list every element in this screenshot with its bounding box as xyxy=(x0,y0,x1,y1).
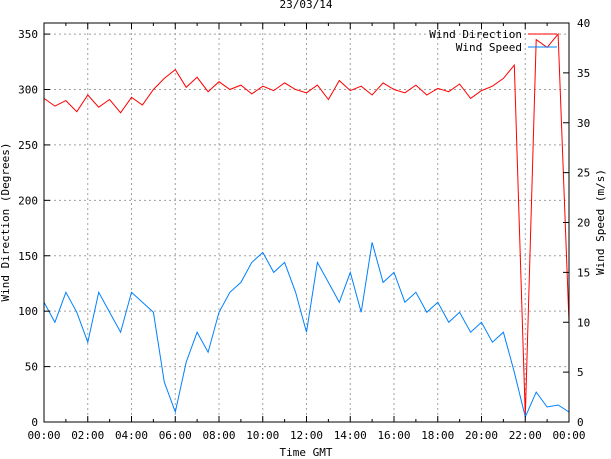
y2-tick-label: 5 xyxy=(577,366,584,379)
y2-tick-label: 35 xyxy=(577,67,590,80)
y2-tick-label: 15 xyxy=(577,266,590,279)
x-tick-label: 04:00 xyxy=(115,429,148,442)
grid xyxy=(44,23,569,422)
x-axis-label: Time GMT xyxy=(280,446,333,459)
x-tick-label: 20:00 xyxy=(465,429,498,442)
y2-tick-label: 40 xyxy=(577,17,590,30)
y-tick-label: 250 xyxy=(18,139,38,152)
ticks: 00:00 02:00 04:00 06:00 08:00 10:00 12:00 14:00… xyxy=(18,17,590,442)
wind-speed-line xyxy=(43,242,570,419)
y-tick-label: 300 xyxy=(18,84,38,97)
x-tick-label: 12:00 xyxy=(290,429,323,442)
x-tick-label: 16:00 xyxy=(377,429,410,442)
legend-label-speed: Wind Speed xyxy=(456,41,522,54)
y-tick-label: 0 xyxy=(31,416,38,429)
y2-tick-label: 20 xyxy=(577,217,590,230)
x-tick-label: 18:00 xyxy=(421,429,454,442)
x-tick-label: 08:00 xyxy=(202,429,235,442)
chart-title: 23/03/14 xyxy=(280,0,333,11)
y-axis-label: Wind Direction (Degrees) xyxy=(0,143,12,302)
x-tick-label: 06:00 xyxy=(159,429,192,442)
y2-axis-label: Wind Speed (m/s) xyxy=(594,169,607,275)
x-tick-label: 10:00 xyxy=(246,429,279,442)
y2-tick-label: 0 xyxy=(577,416,584,429)
x-tick-label: 00:00 xyxy=(552,429,585,442)
x-tick-label: 00:00 xyxy=(27,429,60,442)
plot-frame xyxy=(43,22,570,423)
legend: Wind Direction Wind Speed xyxy=(429,28,557,54)
x-tick-label: 14:00 xyxy=(334,429,367,442)
x-tick-label: 22:00 xyxy=(509,429,542,442)
y2-tick-label: 10 xyxy=(577,316,590,329)
y-tick-label: 50 xyxy=(25,361,38,374)
x-tick-label: 02:00 xyxy=(71,429,104,442)
y2-tick-label: 25 xyxy=(577,167,590,180)
y-tick-label: 350 xyxy=(18,28,38,41)
legend-label-direction: Wind Direction xyxy=(429,28,522,41)
wind-direction-line xyxy=(43,32,570,417)
y2-tick-label: 30 xyxy=(577,117,590,130)
series-lines xyxy=(43,32,570,419)
y-tick-label: 200 xyxy=(18,194,38,207)
y-tick-label: 150 xyxy=(18,250,38,263)
y-tick-label: 100 xyxy=(18,305,38,318)
